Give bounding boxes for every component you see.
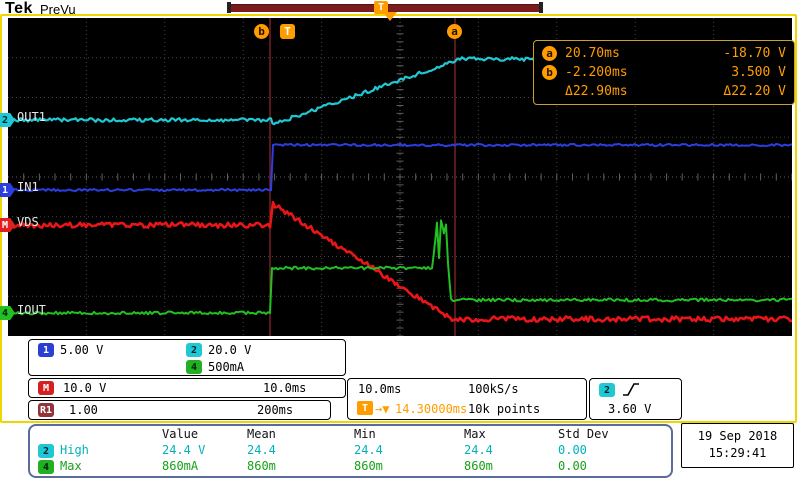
math-horizontal-scale: 10.0ms [263, 381, 307, 395]
trigger-position-arrow: →▼ [375, 402, 390, 416]
measurement-name: High [60, 443, 89, 457]
cursor-b-badge: b [542, 65, 557, 80]
record-window-end-bracket [539, 2, 543, 13]
channel-1-position-marker[interactable]: 1 [0, 183, 15, 197]
top-status-bar: Tek PreVu T [0, 0, 800, 21]
measurement-ch2-badge: 2 [38, 444, 54, 458]
trigger-level: 3.60 V [608, 402, 652, 416]
measurement-stddev: 0.00 [558, 459, 587, 473]
measurement-min: 860m [354, 459, 383, 473]
math-position-marker[interactable]: M [0, 218, 15, 232]
trace-label-out1: OUT1 [17, 110, 46, 124]
measurement-name: Max [60, 459, 82, 473]
ch2-badge[interactable]: 2 [186, 343, 202, 357]
reference-scale-box[interactable]: R1 1.00 200ms [28, 400, 331, 420]
math-vertical-scale: 10.0 V [63, 381, 107, 395]
axis-ticks [23, 25, 793, 337]
ch1-scale: 5.00 V [60, 343, 104, 357]
trigger-position-time: 14.30000ms [395, 402, 468, 416]
cursor-delta-value: Δ22.20 V [723, 84, 786, 99]
time-label: 15:29:41 [708, 446, 767, 460]
trace-label-in1: IN1 [17, 180, 39, 194]
cursor-a-badge: a [542, 46, 557, 61]
trigger-slope-icon [623, 383, 639, 396]
ref1-vertical-scale: 1.00 [69, 403, 98, 417]
sample-rate: 100kS/s [468, 382, 519, 396]
col-mean: Mean [247, 427, 276, 441]
ref1-badge[interactable]: R1 [38, 403, 55, 417]
measurement-min: 24.4 [354, 443, 383, 457]
col-stddev: Std Dev [558, 427, 609, 441]
record-length: 10k points [468, 402, 541, 416]
ref1-horizontal-scale: 200ms [257, 403, 294, 417]
cursor-delta-row: Δ22.90ms Δ22.20 V [542, 83, 786, 100]
trigger-box[interactable]: 2 3.60 V [589, 378, 682, 420]
timebase-box[interactable]: 10.0ms 100kS/s T →▼ 14.30000ms 10k point… [347, 378, 587, 420]
math-badge[interactable]: M [38, 381, 54, 395]
datetime-box: 19 Sep 2018 15:29:41 [681, 423, 794, 468]
cursor-b-time: -2.200ms [565, 65, 628, 80]
trace-label-vds: VDS [17, 215, 39, 229]
math-scale-box[interactable]: M 10.0 V 10.0ms [28, 378, 346, 398]
col-min: Min [354, 427, 376, 441]
cursor-a-value: -18.70 V [723, 46, 786, 61]
trace-in1 [7, 142, 793, 193]
cursor-a-marker[interactable]: a [447, 24, 462, 39]
trigger-position-marker[interactable]: T [280, 24, 295, 39]
trigger-source-badge[interactable]: 2 [599, 383, 615, 397]
expansion-point-icon [383, 12, 397, 21]
trace-label-iout: IOUT [17, 303, 46, 317]
measurement-ch4-badge: 4 [38, 460, 54, 474]
record-bar-segment-right [388, 4, 539, 12]
record-trigger-marker[interactable]: T [374, 1, 388, 14]
measurement-row-ch2-high: 2 High 24.4 V 24.4 24.4 24.4 0.00 [30, 443, 671, 459]
acquisition-mode-label: PreVu [40, 2, 76, 17]
record-bar-segment-left [231, 4, 374, 12]
channel-4-position-marker[interactable]: 4 [0, 306, 15, 320]
record-window-start-bracket [227, 2, 231, 13]
measurement-table: Value Mean Min Max Std Dev 2 High 24.4 V… [28, 424, 673, 478]
ch1-badge[interactable]: 1 [38, 343, 54, 357]
channel-2-position-marker[interactable]: 2 [0, 113, 15, 127]
trace-iout [7, 219, 793, 316]
date-label: 19 Sep 2018 [697, 429, 778, 443]
ch2-scale: 20.0 V [208, 343, 252, 357]
measurement-value: 24.4 V [162, 443, 206, 457]
ch4-badge[interactable]: 4 [186, 360, 202, 374]
measurement-max: 860m [464, 459, 493, 473]
trigger-t-badge: T [357, 401, 373, 415]
cursor-delta-time: Δ22.90ms [565, 84, 628, 99]
cursor-b-row: b -2.200ms 3.500 V [542, 64, 786, 81]
ch4-scale: 500mA [208, 360, 245, 374]
cursor-readout-panel: a 20.70ms -18.70 V b -2.200ms 3.500 V Δ2… [533, 40, 795, 105]
channel-scales-box[interactable]: 1 5.00 V 2 20.0 V 4 500mA [28, 339, 346, 376]
measurement-stddev: 0.00 [558, 443, 587, 457]
measurement-row-ch4-max: 4 Max 860mA 860m 860m 860m 0.00 [30, 459, 671, 475]
measurement-max: 24.4 [464, 443, 493, 457]
measurement-header-row: Value Mean Min Max Std Dev [30, 427, 671, 443]
cursor-b-marker[interactable]: b [254, 24, 269, 39]
cursor-b-value: 3.500 V [731, 65, 786, 80]
timebase-scale: 10.0ms [358, 382, 402, 396]
col-max: Max [464, 427, 486, 441]
cursor-a-time: 20.70ms [565, 46, 620, 61]
measurement-value: 860mA [162, 459, 199, 473]
trace-vds [6, 200, 794, 323]
measurement-mean: 24.4 [247, 443, 276, 457]
col-value: Value [162, 427, 199, 441]
tek-logo: Tek [5, 0, 33, 17]
measurement-mean: 860m [247, 459, 276, 473]
cursor-a-row: a 20.70ms -18.70 V [542, 45, 786, 62]
